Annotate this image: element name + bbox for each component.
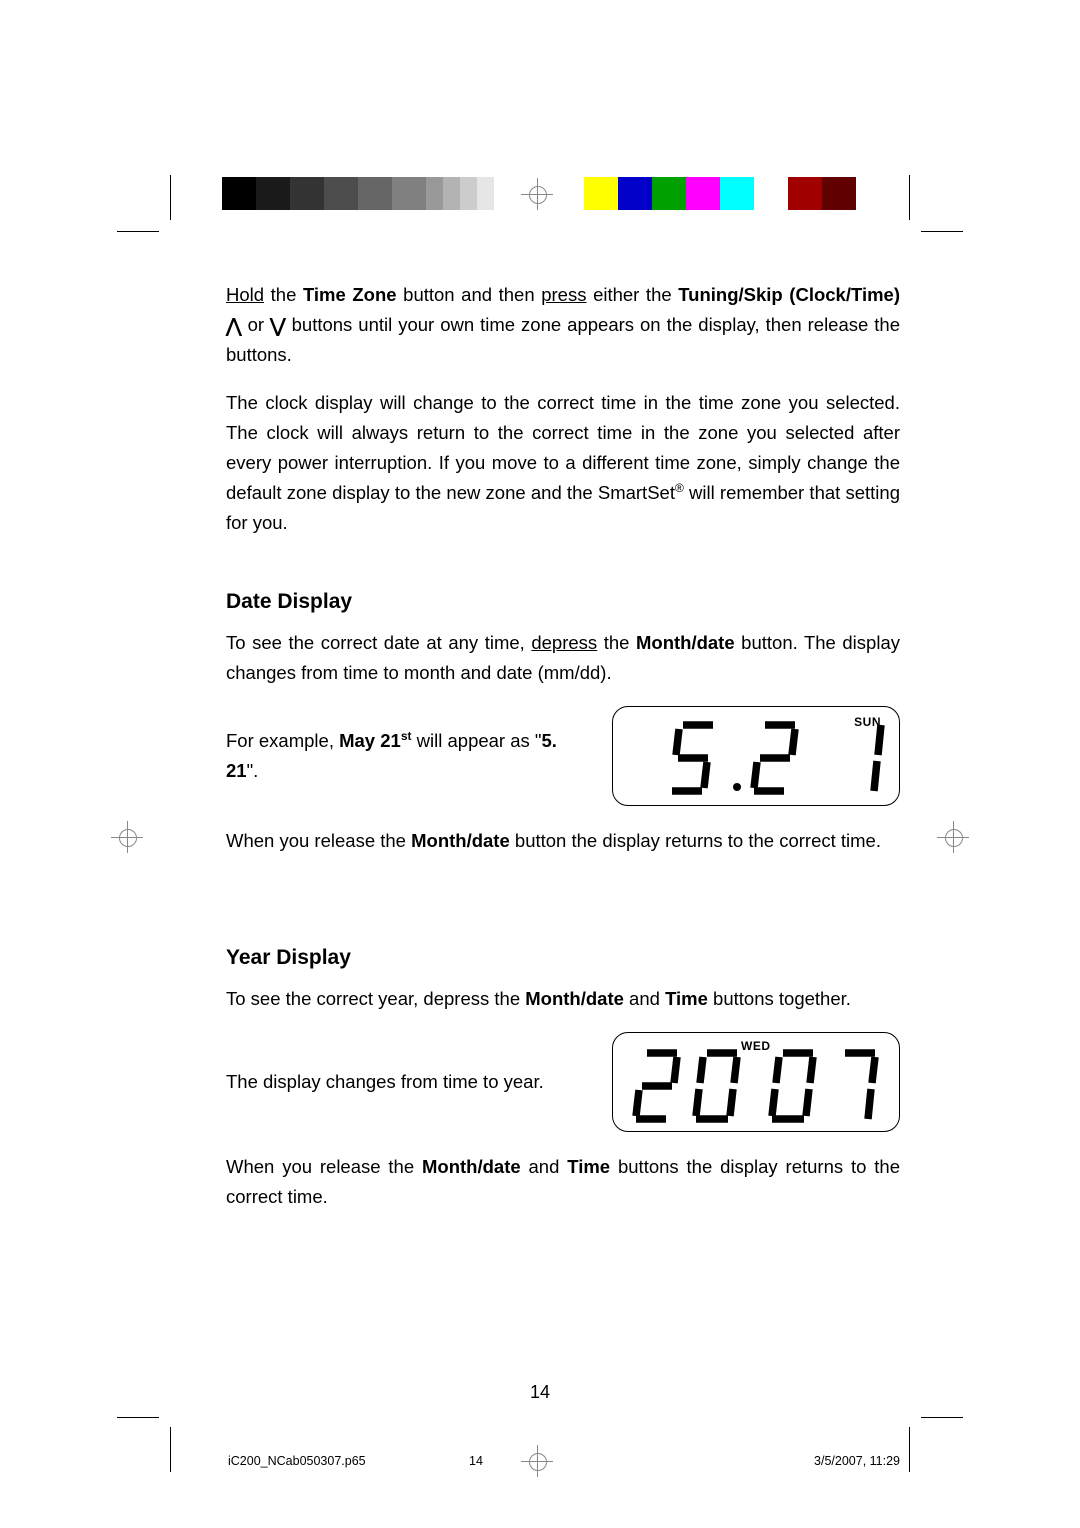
text: the bbox=[597, 632, 636, 653]
text-bold: Time bbox=[665, 988, 708, 1009]
year-example-row: The display changes from time to year. W… bbox=[226, 1032, 900, 1132]
content: Hold the Time Zone button and then press… bbox=[226, 280, 900, 1212]
seven-segment-year bbox=[613, 1033, 901, 1133]
text: press bbox=[541, 284, 586, 305]
gray-swatch bbox=[324, 177, 358, 210]
text: buttons until your own time zone appears… bbox=[226, 314, 900, 365]
registration-mark bbox=[116, 826, 138, 848]
date-example-row: For example, May 21st will appear as "5.… bbox=[226, 706, 900, 806]
paragraph-year-1: To see the correct year, depress the Mon… bbox=[226, 984, 900, 1014]
paragraph-date-example: For example, May 21st will appear as "5.… bbox=[226, 726, 582, 786]
gray-swatch bbox=[392, 177, 426, 210]
gray-swatch bbox=[222, 177, 256, 210]
calibration-bars bbox=[222, 177, 856, 210]
text: When you release the bbox=[226, 1156, 422, 1177]
color-swatch bbox=[686, 177, 720, 210]
text: or bbox=[242, 314, 270, 335]
heading-year-display: Year Display bbox=[226, 946, 900, 970]
crop-mark bbox=[170, 1427, 171, 1472]
color-swatch bbox=[822, 177, 856, 210]
text: When you release the bbox=[226, 830, 411, 851]
gray-swatch bbox=[256, 177, 290, 210]
paragraph-year-example: The display changes from time to year. bbox=[226, 1067, 582, 1097]
color-swatch bbox=[754, 177, 788, 210]
gray-swatch bbox=[443, 177, 460, 210]
text-bold: Time bbox=[567, 1156, 610, 1177]
seven-segment-date bbox=[613, 707, 901, 807]
footer-page: 14 bbox=[469, 1454, 483, 1468]
text: and bbox=[521, 1156, 568, 1177]
text: button and then bbox=[397, 284, 542, 305]
text-bold: Month/date bbox=[636, 632, 735, 653]
gray-swatch bbox=[477, 177, 494, 210]
text-bold: May 21 bbox=[339, 730, 401, 751]
crop-mark bbox=[170, 175, 171, 220]
footer-filename: iC200_NCab050307.p65 bbox=[228, 1454, 366, 1468]
page-number: 14 bbox=[0, 1382, 1080, 1403]
color-swatch bbox=[788, 177, 822, 210]
crop-mark bbox=[117, 1417, 159, 1418]
gray-swatch bbox=[290, 177, 324, 210]
text: depress bbox=[531, 632, 597, 653]
text-bold: Tuning/Skip (Clock/Time) bbox=[678, 284, 900, 305]
text: will appear as " bbox=[412, 730, 542, 751]
paragraph-date-1: To see the correct date at any time, dep… bbox=[226, 628, 900, 688]
paragraph-timezone-2: The clock display will change to the cor… bbox=[226, 388, 900, 538]
registration-mark bbox=[942, 826, 964, 848]
text-bold: Month/date bbox=[411, 830, 510, 851]
text: Hold bbox=[226, 284, 264, 305]
text-bold: Month/date bbox=[422, 1156, 521, 1177]
footer: iC200_NCab050307.p65 14 3/5/2007, 11:29 bbox=[228, 1454, 900, 1468]
color-swatch bbox=[720, 177, 754, 210]
heading-date-display: Date Display bbox=[226, 590, 900, 614]
page: Hold the Time Zone button and then press… bbox=[0, 0, 1080, 1528]
paragraph-timezone-1: Hold the Time Zone button and then press… bbox=[226, 280, 900, 370]
crop-mark bbox=[909, 1427, 910, 1472]
text: ". bbox=[247, 760, 259, 781]
text-bold: Time Zone bbox=[303, 284, 397, 305]
paragraph-date-2: When you release the Month/date button t… bbox=[226, 826, 900, 856]
crop-mark bbox=[921, 1417, 963, 1418]
lcd-date: SUN bbox=[612, 706, 900, 806]
paragraph-year-2: When you release the Month/date and Time… bbox=[226, 1152, 900, 1212]
text: either the bbox=[586, 284, 678, 305]
color-swatch bbox=[652, 177, 686, 210]
crop-mark bbox=[921, 231, 963, 232]
color-swatch bbox=[584, 177, 618, 210]
text: button the display returns to the correc… bbox=[510, 830, 881, 851]
text: To see the correct year, depress the bbox=[226, 988, 525, 1009]
registered-icon: ® bbox=[675, 481, 684, 495]
footer-date: 3/5/2007, 11:29 bbox=[814, 1454, 900, 1468]
text-sup: st bbox=[401, 729, 412, 743]
gray-swatch bbox=[426, 177, 443, 210]
text: For example, bbox=[226, 730, 339, 751]
text-bold: Month/date bbox=[525, 988, 624, 1009]
text: buttons together. bbox=[708, 988, 851, 1009]
text: and bbox=[624, 988, 665, 1009]
gray-swatch bbox=[460, 177, 477, 210]
gray-swatch bbox=[358, 177, 392, 210]
lcd-year: WED bbox=[612, 1032, 900, 1132]
crop-mark bbox=[909, 175, 910, 220]
color-swatch bbox=[618, 177, 652, 210]
text: To see the correct date at any time, bbox=[226, 632, 531, 653]
crop-mark bbox=[117, 231, 159, 232]
text: the bbox=[264, 284, 303, 305]
